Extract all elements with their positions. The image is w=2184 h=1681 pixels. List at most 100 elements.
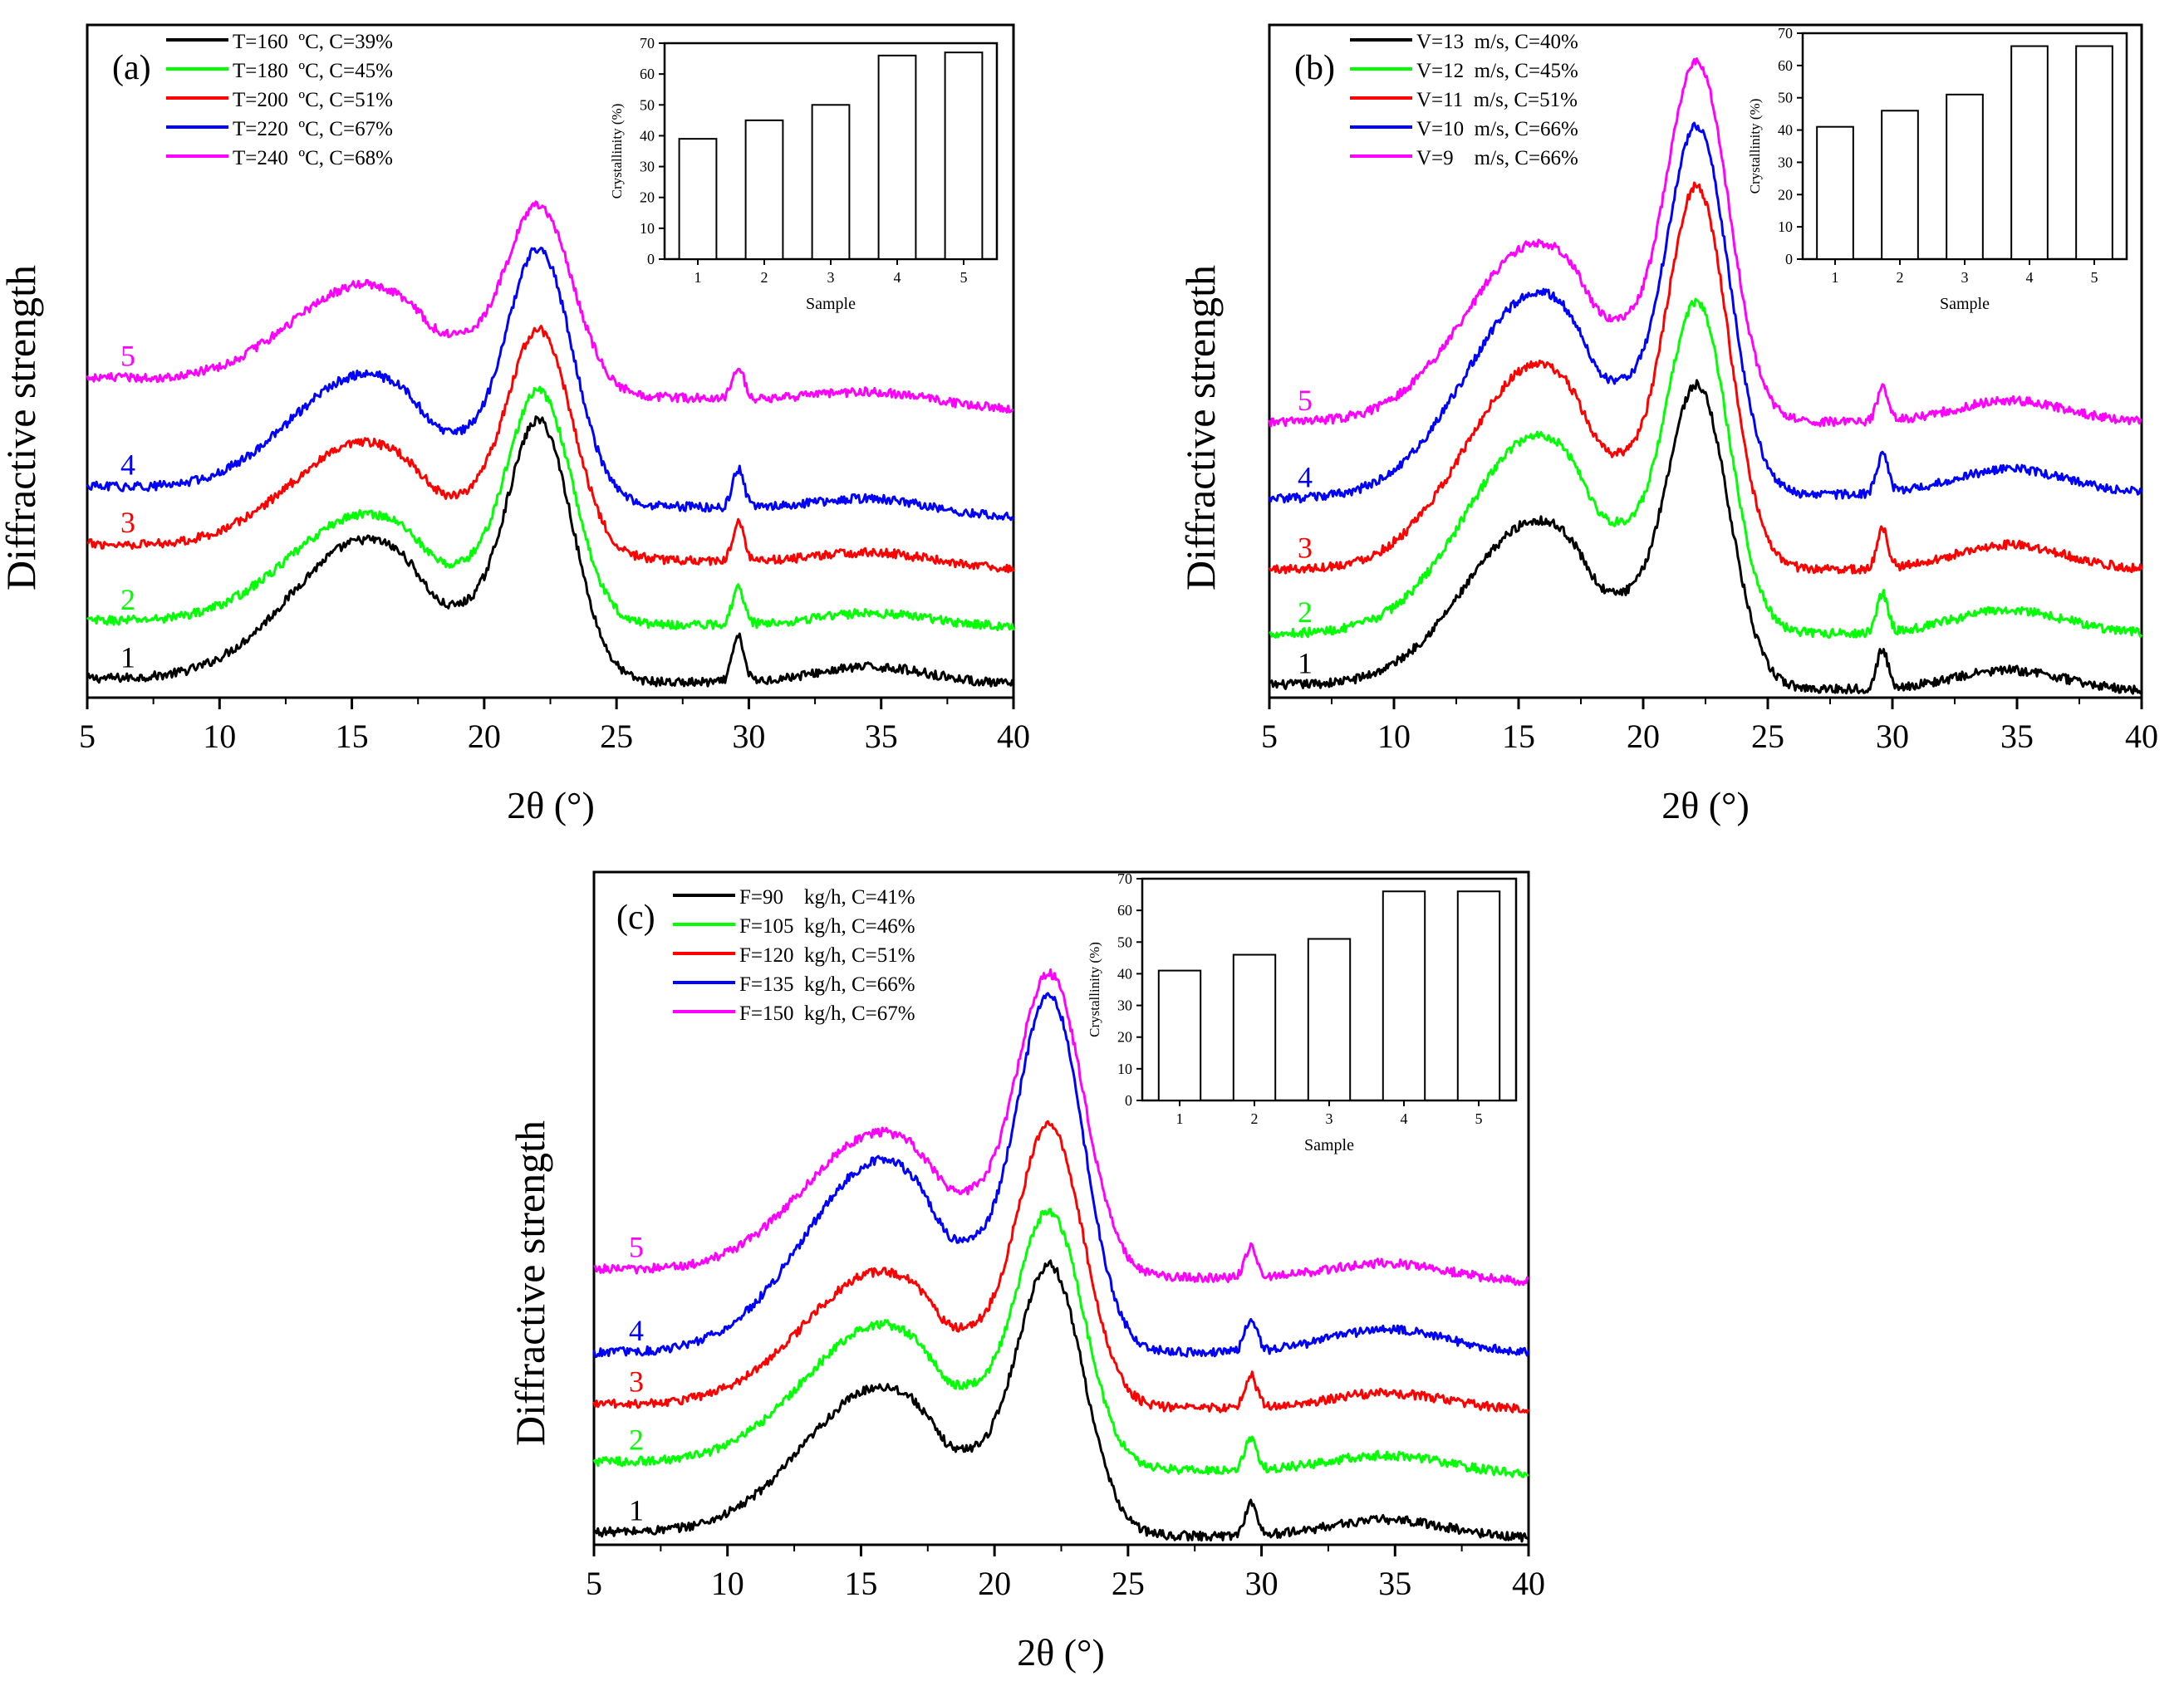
inset-y-tick-label: 30 bbox=[640, 159, 655, 175]
xrd-curve-5 bbox=[86, 200, 1014, 414]
xrd-curve-1 bbox=[593, 1259, 1530, 1543]
inset-y-tick-label: 10 bbox=[1117, 1061, 1132, 1077]
panel-label: (b) bbox=[1294, 49, 1335, 87]
x-tick-label: 10 bbox=[203, 718, 236, 755]
inset-x-title: Sample bbox=[1940, 295, 1990, 313]
xrd-curve-5 bbox=[1268, 57, 2142, 428]
inset-x-tick-label: 3 bbox=[827, 269, 835, 286]
legend-entry: T=200 ºC, C=51% bbox=[233, 89, 393, 111]
inset-x-tick-label: 1 bbox=[1832, 269, 1839, 286]
curve-label: 4 bbox=[120, 448, 135, 482]
x-tick-label: 20 bbox=[468, 718, 501, 755]
curve-label: 3 bbox=[629, 1365, 644, 1399]
x-tick-label: 20 bbox=[978, 1565, 1011, 1602]
inset-bar-4 bbox=[877, 54, 917, 260]
inset-x-tick-label: 4 bbox=[894, 269, 901, 286]
inset-bar-4 bbox=[2010, 45, 2049, 261]
inset-y-tick-label: 0 bbox=[1785, 251, 1793, 267]
curve-label: 1 bbox=[1298, 647, 1313, 680]
inset-y-tick-label: 70 bbox=[1117, 870, 1132, 887]
legend-entry: T=160 ºC, C=39% bbox=[233, 31, 393, 53]
inset-bar-2 bbox=[1232, 953, 1277, 1101]
x-tick-label: 30 bbox=[1245, 1565, 1278, 1602]
inset-bar-3 bbox=[1946, 93, 1984, 261]
xrd-curve-1 bbox=[86, 415, 1014, 688]
xrd-curve-2 bbox=[1269, 297, 2143, 640]
inset-bar-4 bbox=[1382, 890, 1426, 1102]
inset-y-tick-label: 0 bbox=[647, 251, 655, 267]
legend-entry: V=12 m/s, C=45% bbox=[1416, 60, 1578, 82]
inset-bar-2 bbox=[744, 119, 784, 260]
xrd-curve-2 bbox=[86, 385, 1015, 632]
curve-label: 5 bbox=[1298, 384, 1313, 417]
inset-y-tick-label: 60 bbox=[1778, 57, 1793, 74]
panel-label: (c) bbox=[616, 899, 655, 937]
inset-x-tick-label: 2 bbox=[1251, 1110, 1259, 1127]
curve-label: 2 bbox=[1298, 595, 1313, 629]
inset-y-tick-label: 0 bbox=[1125, 1092, 1132, 1109]
inset-x-tick-label: 4 bbox=[1401, 1110, 1408, 1127]
legend-entry: V=9 m/s, C=66% bbox=[1416, 147, 1578, 169]
x-tick-label: 30 bbox=[732, 718, 765, 755]
curve-label: 5 bbox=[629, 1230, 644, 1263]
curve-label: 1 bbox=[120, 640, 135, 674]
xrd-curve-5 bbox=[593, 968, 1530, 1286]
inset-y-tick-label: 20 bbox=[640, 189, 655, 206]
x-tick-label: 15 bbox=[336, 718, 369, 755]
x-tick-label: 40 bbox=[1512, 1565, 1545, 1602]
x-tick-label: 25 bbox=[1112, 1565, 1145, 1602]
inset-bar-5 bbox=[2075, 45, 2113, 261]
inset-y-tick-label: 10 bbox=[1778, 218, 1793, 235]
curve-label: 5 bbox=[120, 339, 135, 372]
inset-x-tick-label: 4 bbox=[2026, 269, 2034, 286]
inset-x-tick-label: 3 bbox=[1326, 1110, 1333, 1127]
x-tick-label: 15 bbox=[1502, 718, 1535, 755]
xrd-curve-4 bbox=[86, 246, 1015, 522]
inset-x-tick-label: 1 bbox=[694, 269, 702, 286]
inset-y-tick-label: 60 bbox=[640, 66, 655, 82]
x-tick-label: 5 bbox=[79, 718, 96, 755]
x-tick-label: 25 bbox=[1751, 718, 1784, 755]
curve-label: 2 bbox=[629, 1423, 644, 1456]
x-tick-label: 10 bbox=[1377, 718, 1411, 755]
y-axis-title: Diffractive strength bbox=[507, 1120, 553, 1446]
legend-entry: F=120 kg/h, C=51% bbox=[739, 944, 915, 967]
inset-bar-5 bbox=[1456, 890, 1501, 1102]
inset-bar-1 bbox=[678, 138, 718, 260]
inset-bar-chart: 0 10 20 30 40 50 60 70 1 2 3 4 5 Sample Crystallinity … bbox=[1747, 25, 2128, 313]
curve-label: 4 bbox=[1298, 460, 1313, 493]
inset-bar-3 bbox=[1307, 938, 1352, 1101]
xrd-curve-3 bbox=[86, 325, 1015, 574]
legend-entry: F=135 kg/h, C=66% bbox=[739, 973, 915, 996]
x-tick-label: 40 bbox=[2125, 718, 2158, 755]
inset-bar-chart: 0 10 20 30 40 50 60 70 1 2 3 4 5 Sample Crystallinity … bbox=[1087, 870, 1518, 1154]
legend-entry: V=13 m/s, C=40% bbox=[1416, 31, 1578, 53]
inset-y-tick-label: 30 bbox=[1117, 997, 1132, 1014]
inset-x-tick-label: 3 bbox=[1961, 269, 1969, 286]
inset-y-title: Crystallinity (%) bbox=[609, 104, 625, 199]
inset-bar-1 bbox=[1816, 125, 1854, 260]
curve-label: 4 bbox=[629, 1314, 644, 1347]
xrd-curve-4 bbox=[592, 992, 1530, 1359]
x-axis-title: 2θ (°) bbox=[1017, 1631, 1105, 1674]
inset-y-tick-label: 10 bbox=[640, 220, 655, 237]
y-axis-title: Diffractive strength bbox=[0, 265, 44, 591]
x-tick-label: 5 bbox=[586, 1565, 602, 1602]
xrd-curve-3 bbox=[592, 1120, 1530, 1414]
legend-entry: T=240 ºC, C=68% bbox=[233, 147, 393, 169]
inset-y-tick-label: 50 bbox=[1117, 934, 1132, 950]
y-axis-title: Diffractive strength bbox=[1177, 265, 1224, 591]
inset-bar-3 bbox=[811, 104, 851, 260]
inset-y-tick-label: 20 bbox=[1117, 1029, 1132, 1046]
inset-x-title: Sample bbox=[1304, 1136, 1354, 1154]
xrd-curve-2 bbox=[592, 1208, 1529, 1478]
curve-label: 1 bbox=[629, 1493, 644, 1527]
xrd-curve-4 bbox=[1268, 121, 2143, 504]
xrd-curve-3 bbox=[1268, 181, 2143, 575]
x-tick-label: 25 bbox=[600, 718, 633, 755]
inset-bar-2 bbox=[1881, 110, 1919, 260]
